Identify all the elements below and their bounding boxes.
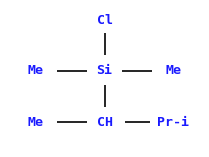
Text: Me: Me xyxy=(28,64,43,77)
Text: Si: Si xyxy=(97,64,112,77)
Text: Pr-i: Pr-i xyxy=(157,116,190,129)
Text: Me: Me xyxy=(166,64,181,77)
Text: CH: CH xyxy=(97,116,112,129)
Text: Me: Me xyxy=(28,116,43,129)
Text: Cl: Cl xyxy=(97,14,112,27)
